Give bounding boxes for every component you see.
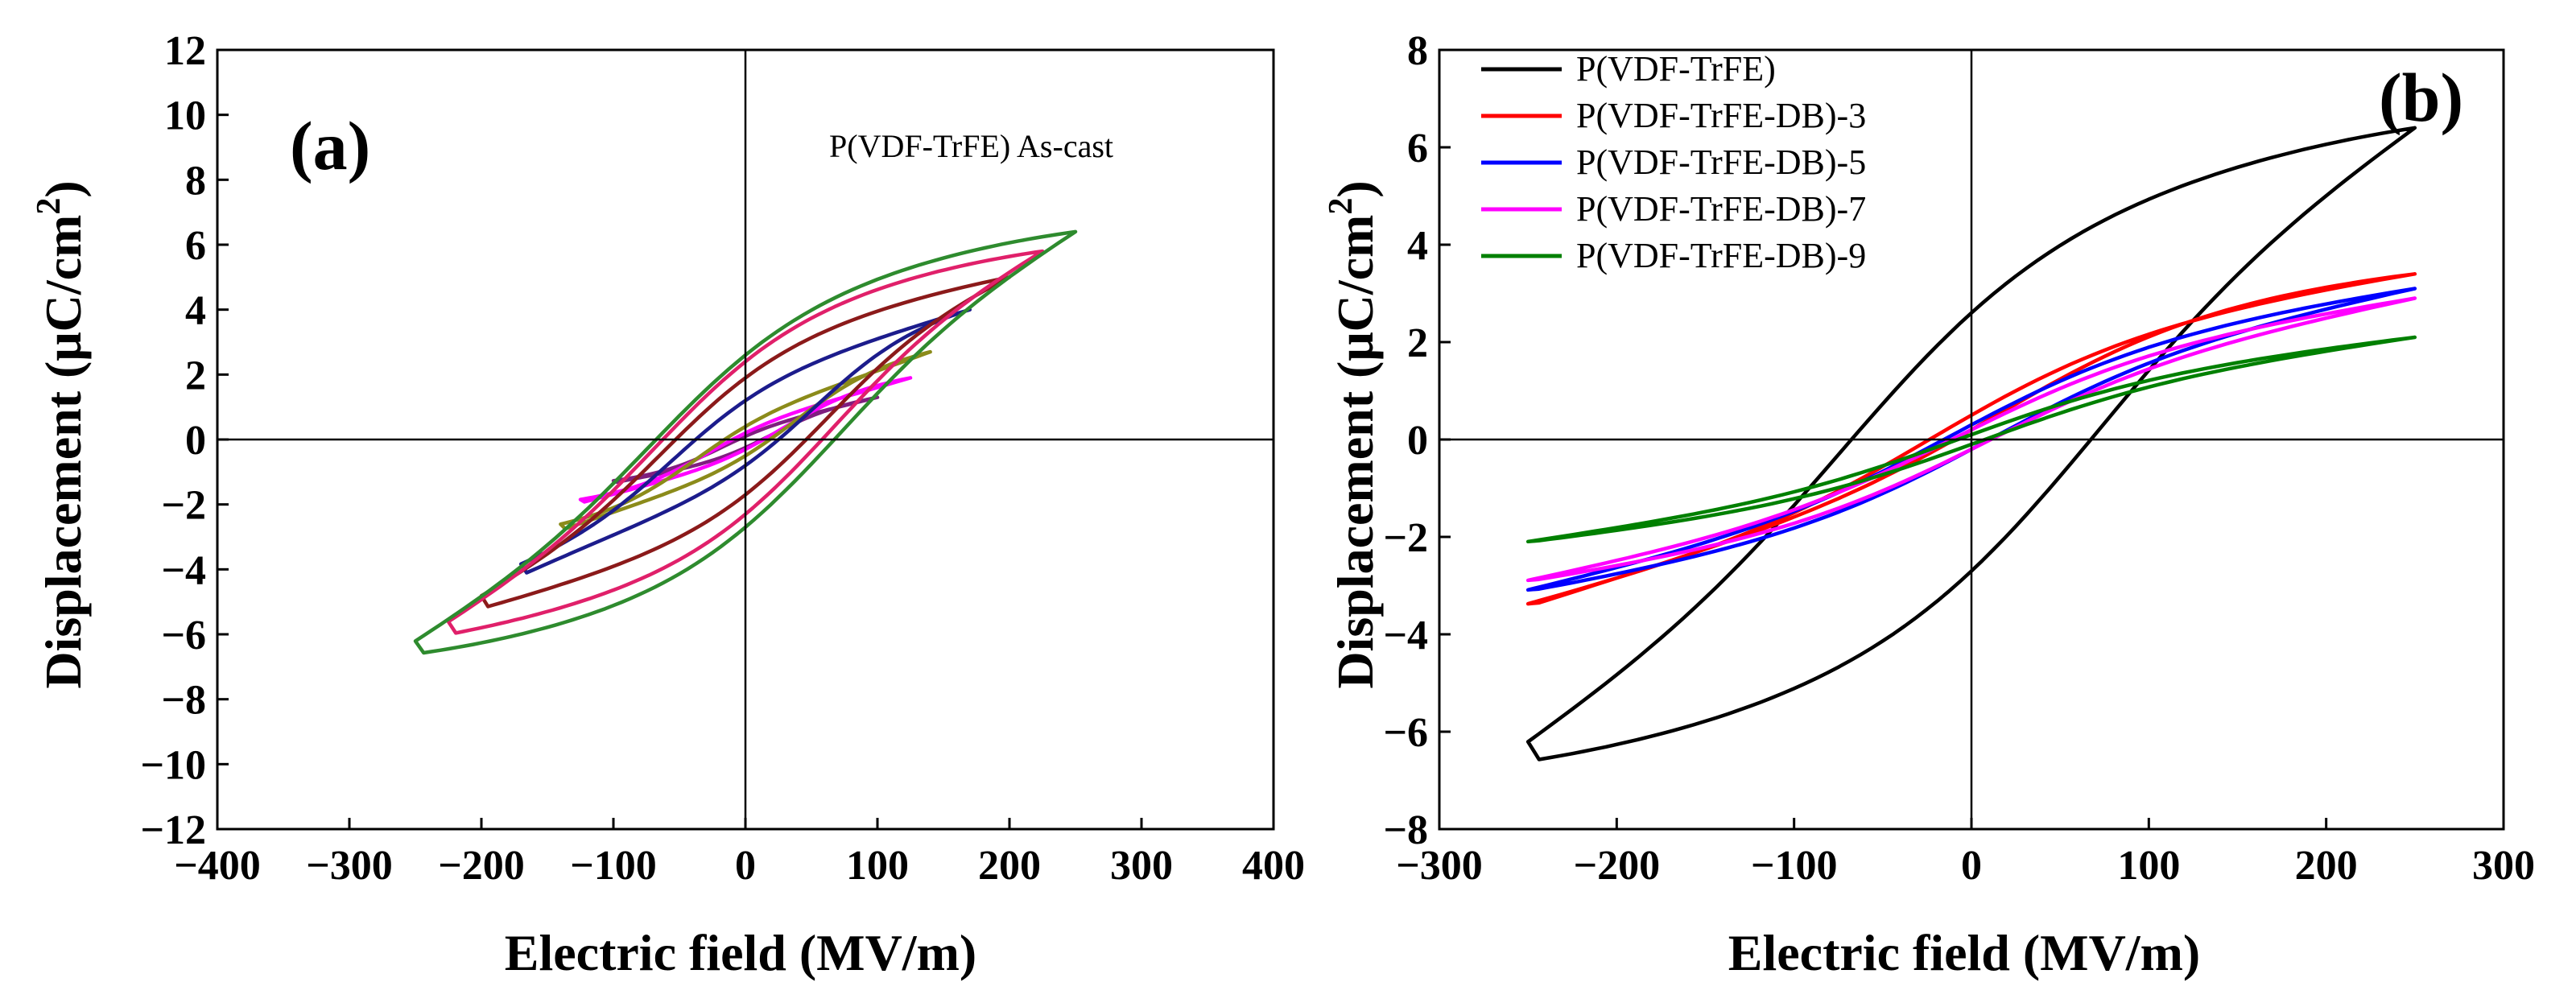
a-y-tick-label: −6 [161, 613, 206, 658]
a-x-tick-label: −300 [306, 843, 393, 889]
a-x-tick-label: 200 [978, 843, 1041, 889]
b-x-tick-label: −100 [1751, 843, 1838, 889]
b-series-line-0 [1525, 126, 2417, 761]
b-y-tick-label: 4 [1407, 223, 1428, 269]
a-y-tick-labels: −12 −10 −8 −6 −4 −2 0 2 4 6 8 10 12 [140, 28, 206, 853]
b-legend-label-1: P(VDF-TrFE-DB)-3 [1576, 96, 1866, 135]
a-y-tick-label: −4 [161, 547, 206, 593]
a-y-axis-title-sup: 2 [31, 198, 68, 215]
b-x-tick-label: 300 [2472, 843, 2535, 889]
a-x-tick-label: 300 [1110, 843, 1173, 889]
a-x-tick-label: −100 [570, 843, 657, 889]
a-x-axis-title: Electric field (MV/m) [505, 924, 976, 981]
b-y-tick-label: 0 [1407, 418, 1428, 464]
b-y-axis-title-end: ) [1327, 180, 1384, 197]
a-series-line-5 [446, 249, 1045, 635]
a-x-tick-label: −400 [174, 843, 261, 889]
b-legend-label-0: P(VDF-TrFE) [1576, 49, 1776, 89]
b-y-tick-label: 8 [1407, 28, 1428, 74]
b-y-tick-label: 2 [1407, 320, 1428, 366]
a-series-line-6 [413, 229, 1078, 655]
b-x-tick-label: 0 [1961, 843, 1982, 889]
b-x-tick-labels: −300 −200 −100 0 100 200 300 [1396, 843, 2535, 889]
b-x-axis-title: Electric field (MV/m) [1728, 924, 2200, 981]
b-x-tick-label: 200 [2295, 843, 2358, 889]
a-y-tick-label: −10 [140, 742, 206, 788]
a-x-tick-label: 400 [1242, 843, 1305, 889]
b-legend: P(VDF-TrFE) P(VDF-TrFE-DB)-3 P(VDF-TrFE-DB… [1481, 49, 1866, 275]
panel-a: −400 −300 −200 −100 0 100 200 300 400 −12−10−8−6… [31, 28, 1305, 981]
a-y-tick-label: 0 [185, 418, 206, 464]
b-x-tick-label: −300 [1396, 843, 1483, 889]
b-y-axis-title-sup: 2 [1323, 198, 1360, 215]
a-annotation: P(VDF-TrFE) As-cast [829, 128, 1113, 164]
panel-b: −300 −200 −100 0 100 200 300 −8 −6 −4 −2 0 2 4 6 8 (b)… [1323, 28, 2535, 981]
a-y-tick-label: 12 [164, 28, 206, 74]
b-y-tick-label: −8 [1383, 807, 1428, 853]
a-y-axis-title: Displacement (μC/cm2) [31, 180, 92, 688]
b-series-line-1 [1525, 272, 2417, 606]
b-legend-label-4: P(VDF-TrFE-DB)-9 [1576, 236, 1866, 275]
a-y-tick-label: −8 [161, 678, 206, 724]
b-legend-label-3: P(VDF-TrFE-DB)-7 [1576, 189, 1866, 229]
b-y-tick-labels: −8 −6 −4 −2 0 2 4 6 8 [1383, 28, 1428, 853]
b-series-line-4 [1525, 335, 2417, 544]
a-y-tick-label: 10 [164, 93, 206, 139]
a-loop-curves [413, 229, 1078, 655]
b-x-tick-label: −200 [1574, 843, 1661, 889]
a-x-tick-label: 0 [735, 843, 756, 889]
b-x-tick-label: 100 [2117, 843, 2180, 889]
a-series-line-3 [518, 307, 972, 575]
b-y-tick-label: −2 [1383, 515, 1428, 561]
a-tick-marks [216, 48, 1275, 831]
a-x-tick-label: −200 [438, 843, 525, 889]
a-y-tick-label: 2 [185, 353, 206, 398]
a-panel-label: (a) [290, 107, 370, 184]
a-x-tick-label: 100 [846, 843, 909, 889]
a-y-tick-label: −12 [140, 807, 206, 853]
b-y-axis-title: Displacement (μC/cm2) [1323, 180, 1384, 688]
a-y-tick-label: −2 [161, 483, 206, 529]
b-series-line-2 [1525, 287, 2417, 592]
b-y-axis-title-main: Displacement (μC/cm [1327, 215, 1384, 689]
b-y-tick-label: −4 [1383, 613, 1428, 658]
b-series-line-3 [1525, 296, 2417, 583]
a-y-tick-label: 8 [185, 158, 206, 204]
b-y-tick-label: 6 [1407, 126, 1428, 171]
a-y-axis-title-main: Displacement (μC/cm [35, 215, 92, 689]
b-legend-label-2: P(VDF-TrFE-DB)-5 [1576, 142, 1866, 182]
b-panel-label: (b) [2379, 59, 2463, 136]
b-y-tick-label: −6 [1383, 710, 1428, 756]
a-y-tick-label: 6 [185, 223, 206, 269]
a-y-axis-title-end: ) [35, 180, 92, 197]
b-loop-curves [1525, 126, 2417, 761]
a-x-tick-labels: −400 −300 −200 −100 0 100 200 300 400 [174, 843, 1305, 889]
b-tick-marks [1438, 48, 2505, 831]
a-y-tick-label: 4 [185, 288, 206, 334]
